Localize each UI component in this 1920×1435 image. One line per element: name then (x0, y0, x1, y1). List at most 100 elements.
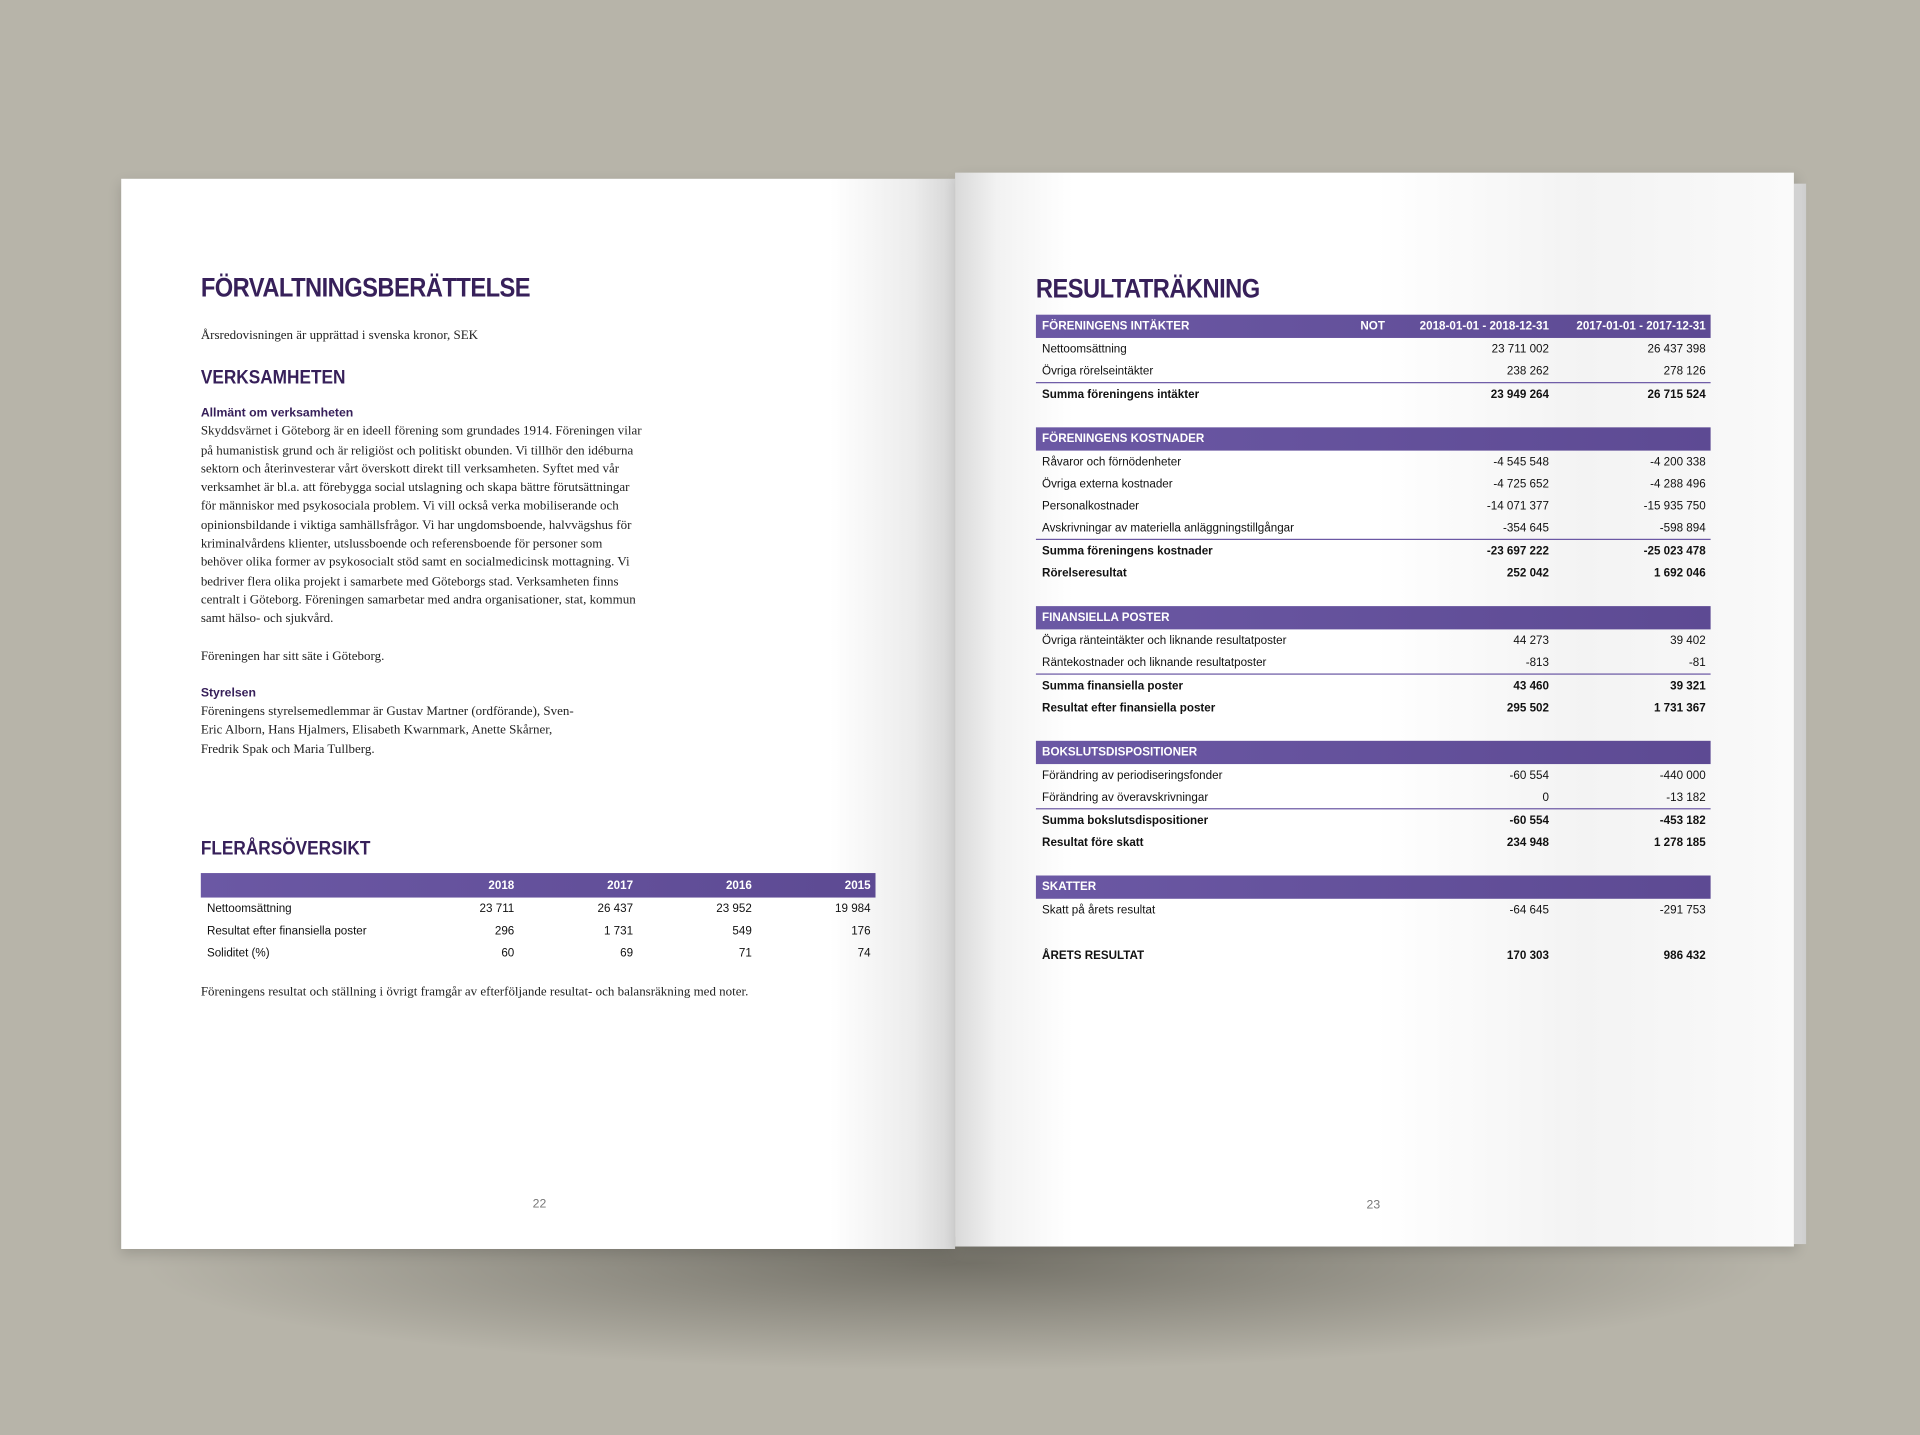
page-number: 23 (1366, 1198, 1381, 1213)
final-result-row: ÅRETS RESULTAT 170 303 986 432 (1036, 944, 1711, 966)
table-cell: 19 984 (835, 901, 871, 916)
table-cell: 71 (738, 945, 752, 960)
section-header: FÖRENINGENS KOSTNADER (1035, 427, 1711, 451)
table-cell: 0 (1542, 790, 1549, 804)
section-f-reningens-int-kter: FÖRENINGENS INTÄKTER NOT 2018-01-01 - 2018… (1035, 314, 1711, 406)
table-cell: -813 (1525, 655, 1549, 670)
section-f-reningens-kostnader: FÖRENINGENS KOSTNADER Råvaror och förnöde… (1035, 427, 1711, 584)
table-cell: 1 278 185 (1653, 835, 1706, 850)
section-title: FÖRENINGENS KOSTNADER (1042, 432, 1205, 446)
table-cell: -25 023 478 (1643, 544, 1706, 558)
table-cell: 1 731 (603, 923, 634, 938)
table-row: Nettoomsättning 23 711 26 437 23 952 19 984 (201, 898, 876, 920)
table-cell: 26 437 398 (1647, 342, 1706, 356)
table-cell: -14 071 377 (1486, 498, 1549, 513)
table-cell: 238 262 (1506, 364, 1549, 378)
section-title: FINANSIELLA POSTER (1042, 611, 1170, 625)
table-cell: 23 949 264 (1490, 387, 1549, 402)
right-page: RESULTATRÄKNING FÖRENINGENS INTÄKTER NOT 2… (955, 172, 1794, 1247)
sum-row: Rörelseresultat 252 042 1 692 046 (1036, 562, 1711, 584)
table-cell: -23 697 222 (1486, 544, 1549, 558)
table-cell: 39 402 (1670, 633, 1706, 648)
table-cell: -15 935 750 (1643, 498, 1706, 513)
paragraph: Skyddsvärnet i Göteborg är en ideell för… (200, 425, 642, 627)
table-cell: 278 126 (1663, 364, 1706, 378)
table-cell: 23 711 (479, 901, 515, 916)
table-cell: 23 711 002 (1491, 342, 1549, 356)
sum-row: Resultat efter finansiella poster 295 502… (1036, 697, 1711, 719)
table-cell: -291 753 (1659, 903, 1706, 917)
table-cell: ÅRETS RESULTAT (1042, 948, 1145, 962)
table-cell: 986 432 (1663, 948, 1706, 962)
table-cell: -4 545 548 (1493, 454, 1549, 469)
table-cell: Förändring av överavskrivningar (1042, 790, 1209, 804)
sum-row: Resultat före skatt 234 948 1 278 185 (1036, 831, 1711, 853)
table-cell: -453 182 (1659, 813, 1706, 828)
table-cell: 295 502 (1506, 701, 1549, 715)
table-row: Avskrivningar av materiella anläggningst… (1036, 517, 1711, 539)
table-cell: 69 (620, 945, 634, 960)
section-header: SKATTER (1035, 875, 1711, 899)
subheading: Allmänt om verksamheten (200, 406, 354, 421)
table-cell: 60 (501, 945, 515, 960)
paragraph: Föreningens styrelsemedlemmar är Gustav … (200, 705, 574, 757)
table-cell: -354 645 (1503, 521, 1549, 535)
section-title: SKATTER (1042, 880, 1097, 894)
table-cell: 252 042 (1506, 566, 1549, 580)
table-cell: Övriga rörelseintäkter (1042, 364, 1154, 378)
page-number: 22 (532, 1197, 547, 1212)
table-row: Övriga externa kostnader -4 725 652 -4 288… (1036, 473, 1711, 495)
table-cell: Avskrivningar av materiella anläggningst… (1042, 521, 1295, 535)
sum-row: Summa finansiella poster 43 460 39 321 (1035, 673, 1711, 696)
table-row: Personalkostnader -14 071 377 -15 935 750 (1036, 495, 1711, 517)
table-cell: Summa föreningens kostnader (1042, 544, 1213, 558)
table-cell: Summa bokslutsdispositioner (1042, 813, 1209, 828)
page-title: FÖRVALTNINGSBERÄTTELSE (200, 271, 531, 303)
table-cell: Skatt på årets resultat (1042, 903, 1156, 917)
page-edges (1793, 183, 1807, 1245)
table-cell: Rörelseresultat (1042, 566, 1127, 580)
section-title: BOKSLUTSDISPOSITIONER (1042, 745, 1198, 760)
table-cell: 74 (857, 945, 871, 960)
overview-table: 2018 2017 2016 2015 Nettoomsättning 23 711 26 … (200, 873, 876, 964)
table-cell: 39 321 (1670, 678, 1706, 693)
table-cell: Övriga externa kostnader (1042, 476, 1173, 491)
table-cell: 296 (494, 923, 515, 938)
section-title: FÖRENINGENS INTÄKTER (1042, 319, 1190, 334)
table-row: Soliditet (%) 60 69 71 74 (201, 942, 876, 964)
table-cell: -4 725 652 (1493, 476, 1549, 491)
column-header: 2015 (844, 878, 871, 893)
table-cell: Råvaror och förnödenheter (1042, 454, 1182, 469)
table-cell: Resultat före skatt (1042, 835, 1144, 850)
section-skatter: SKATTER Skatt på årets resultat -64 645 -29… (1035, 875, 1711, 921)
table-cell: 234 948 (1506, 835, 1549, 850)
overview-title: FLERÅRSÖVERSIKT (200, 838, 371, 860)
table-cell: Nettoomsättning (1042, 342, 1127, 356)
table-cell: -4 288 496 (1650, 476, 1706, 491)
column-2017: 2017-01-01 - 2017-12-31 (1576, 319, 1706, 334)
section-header: BOKSLUTSDISPOSITIONER (1035, 740, 1711, 765)
table-cell: -64 645 (1509, 903, 1549, 917)
table-cell: Summa finansiella poster (1042, 678, 1183, 693)
table-cell: 170 303 (1506, 948, 1549, 962)
table-row: Förändring av periodiseringsfonder -60 55… (1036, 764, 1711, 786)
paragraph: Föreningen har sitt säte i Göteborg. (200, 649, 385, 664)
book-shadow (134, 1236, 1788, 1372)
column-not: NOT (1360, 319, 1385, 334)
verksamheten-body: Allmänt om verksamheten Skyddsvärnet i G… (201, 404, 642, 759)
table-cell: 44 273 (1513, 633, 1549, 648)
table-cell: Övriga ränteintäkter och liknande result… (1042, 633, 1287, 648)
column-header: 2017 (607, 878, 634, 893)
sum-row: Summa föreningens intäkter 23 949 264 26 7… (1035, 382, 1711, 405)
left-page: FÖRVALTNINGSBERÄTTELSE Årsredovisningen … (121, 178, 956, 1249)
section-finansiella-poster: FINANSIELLA POSTER Övriga ränteintäkter o… (1035, 606, 1711, 719)
footer-text: Föreningens resultat och ställning i övr… (200, 985, 749, 1000)
table-cell: Förändring av periodiseringsfonder (1042, 768, 1223, 782)
column-header: 2018 (488, 878, 515, 893)
table-row: Räntekostnader och liknande resultatpost… (1036, 651, 1711, 673)
table-cell: 26 715 524 (1647, 387, 1706, 402)
table-row: Skatt på årets resultat -64 645 -291 753 (1036, 899, 1711, 921)
table-row: Nettoomsättning 23 711 002 26 437 398 (1036, 338, 1711, 360)
table-cell: 26 437 (597, 901, 634, 916)
table-cell: -13 182 (1666, 790, 1706, 804)
